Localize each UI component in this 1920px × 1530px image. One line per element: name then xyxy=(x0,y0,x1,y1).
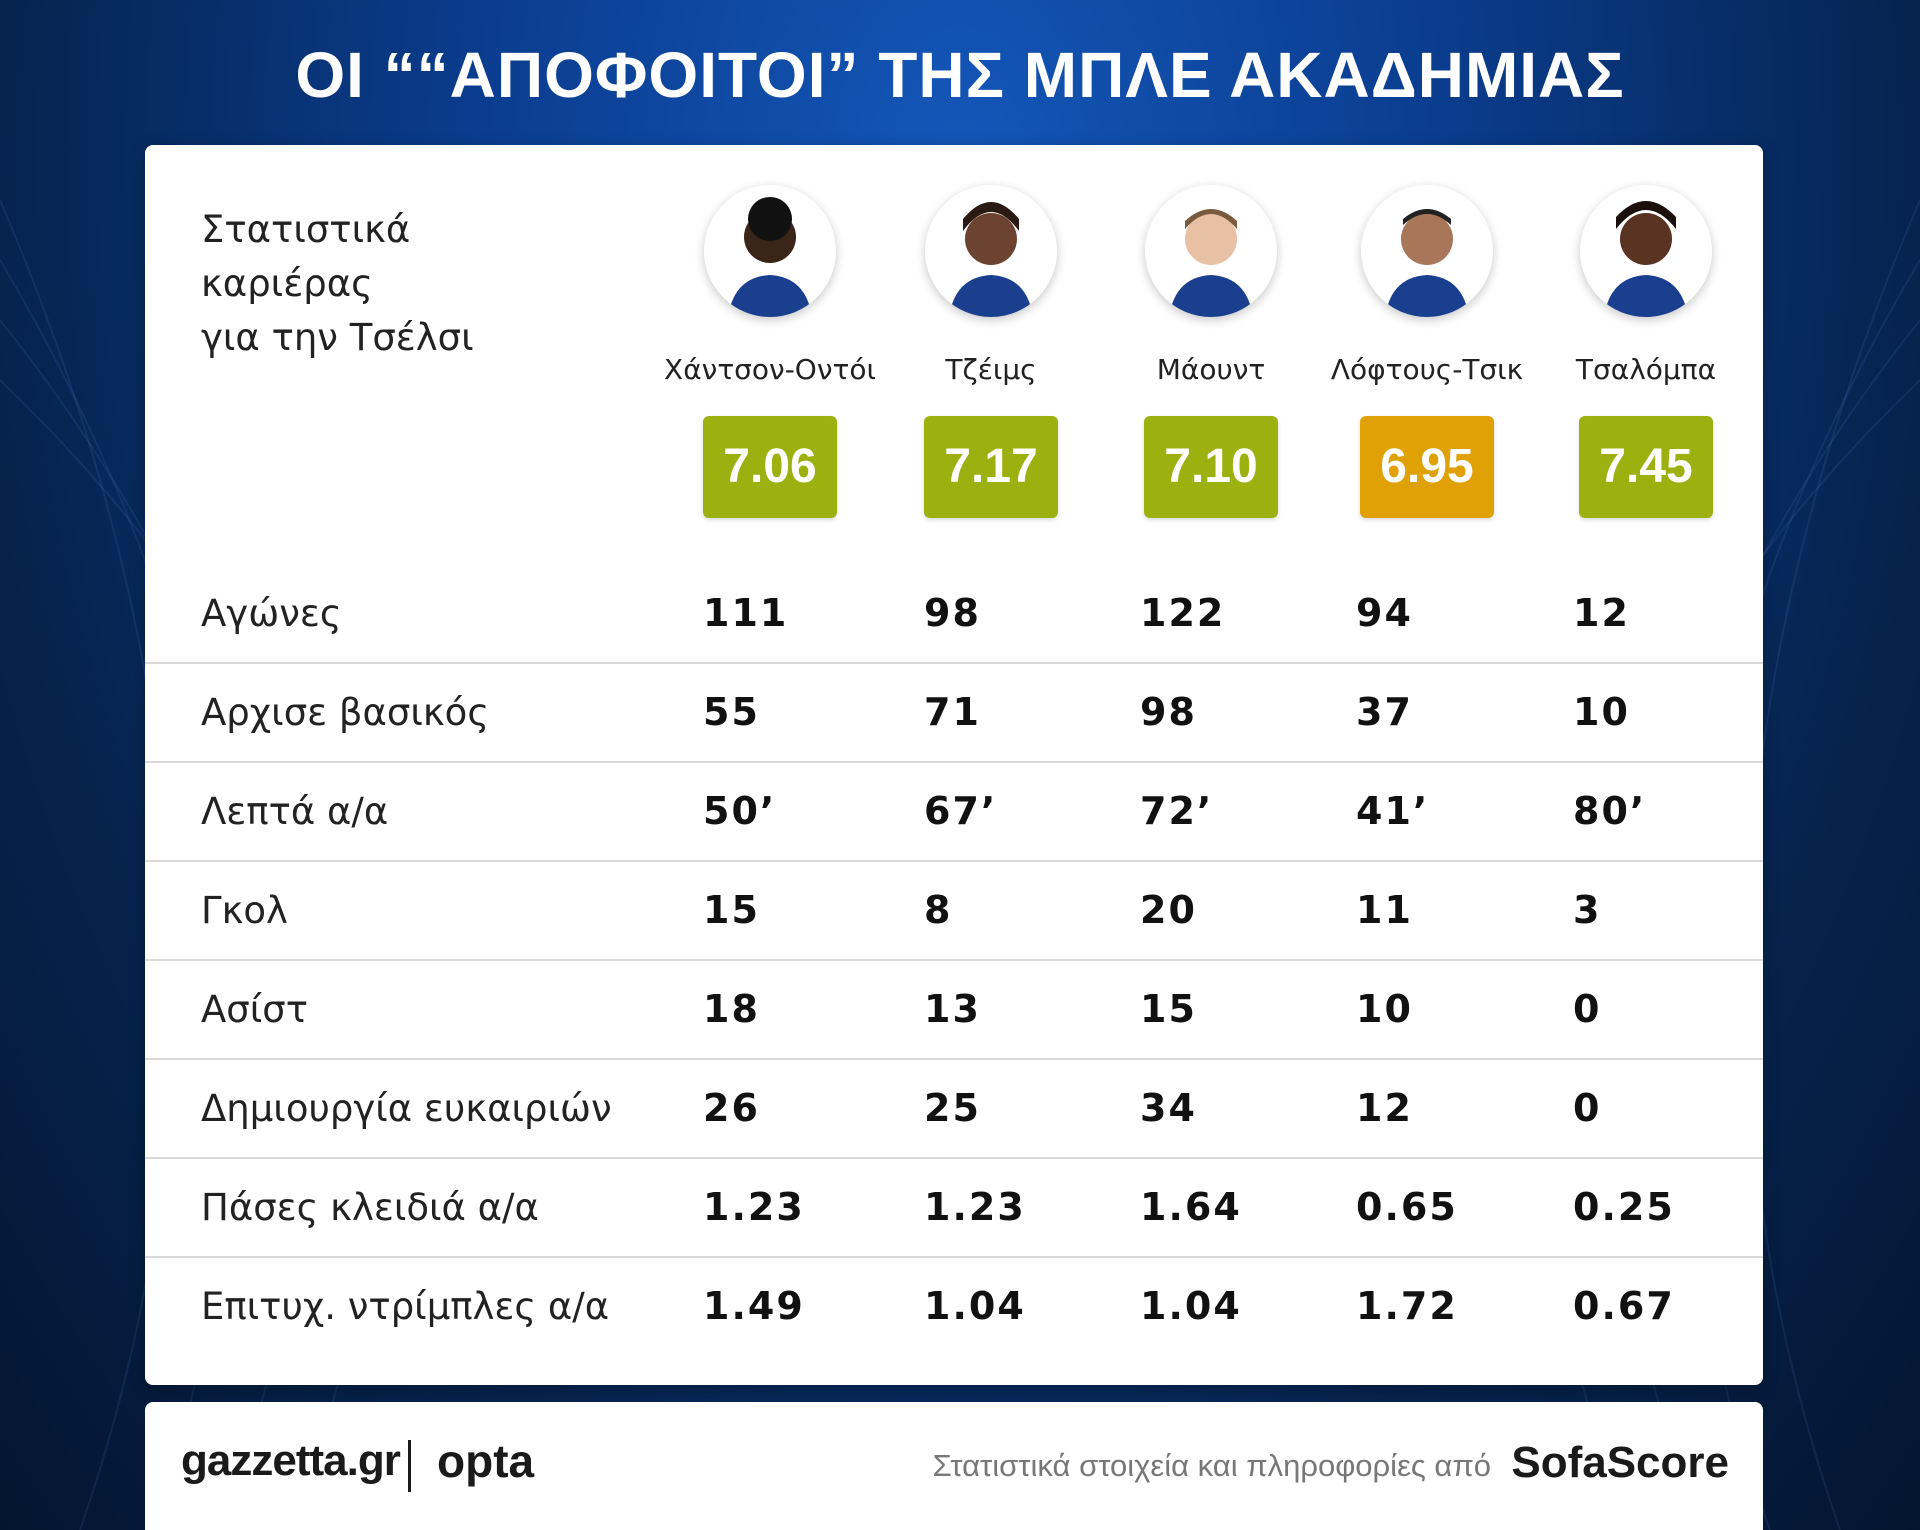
stat-value: 8 xyxy=(924,888,953,932)
stat-value: 98 xyxy=(1140,690,1197,734)
stat-label: Ασίστ xyxy=(201,988,309,1031)
stat-value: 80’ xyxy=(1573,789,1647,833)
stat-value: 3 xyxy=(1573,888,1602,932)
stat-value: 41’ xyxy=(1356,789,1430,833)
player-column: Χάντσον-Οντόι 7.06 xyxy=(660,185,880,518)
stat-value: 18 xyxy=(703,987,760,1031)
player-column: Μάουντ 7.10 xyxy=(1101,185,1321,518)
player-name: Χάντσον-Οντόι xyxy=(664,353,876,386)
stat-value: 1.04 xyxy=(1140,1284,1242,1328)
stat-value: 94 xyxy=(1356,591,1413,635)
player-name: Μάουντ xyxy=(1156,353,1266,386)
stat-value: 72’ xyxy=(1140,789,1214,833)
player-name: Τσαλόμπα xyxy=(1575,353,1717,386)
player-column: Τζέιμς 7.17 xyxy=(881,185,1101,518)
stat-value: 0.25 xyxy=(1573,1185,1675,1229)
stat-value: 1.04 xyxy=(924,1284,1026,1328)
stats-intro: Στατιστικά καριέρας για την Τσέλσι xyxy=(201,203,621,365)
source-credit: Στατιστικά στοιχεία και πληροφορίες από xyxy=(932,1448,1491,1483)
stat-value: 1.49 xyxy=(703,1284,805,1328)
stat-value: 0 xyxy=(1573,987,1602,1031)
player-portrait-icon xyxy=(1145,185,1277,317)
stat-value: 1.23 xyxy=(924,1185,1026,1229)
player-rating-badge: 6.95 xyxy=(1360,416,1494,518)
sofascore-logo: SofaScore xyxy=(1511,1438,1729,1487)
stat-value: 11 xyxy=(1356,888,1413,932)
player-rating-badge: 7.06 xyxy=(703,416,837,518)
players-header: Χάντσον-Οντόι 7.06 Τζέιμς 7.17 Μάουντ 7.… xyxy=(145,185,1763,685)
stat-value: 34 xyxy=(1140,1086,1197,1130)
stat-value: 0.65 xyxy=(1356,1185,1458,1229)
player-portrait-icon xyxy=(1580,185,1712,317)
stat-value: 15 xyxy=(703,888,760,932)
table-row: Δημιουργία ευκαιριών 26 25 34 12 0 xyxy=(145,1060,1763,1159)
table-row: Λεπτά α/α 50’ 67’ 72’ 41’ 80’ xyxy=(145,763,1763,862)
stat-label: Πάσες κλειδιά α/α xyxy=(201,1186,539,1229)
stat-value: 0.67 xyxy=(1573,1284,1675,1328)
player-column: Τσαλόμπα 7.45 xyxy=(1536,185,1756,518)
stat-label: Επιτυχ. ντρίμπλες α/α xyxy=(201,1285,610,1328)
intro-line-2: καριέρας xyxy=(201,262,373,305)
stats-card: Στατιστικά καριέρας για την Τσέλσι Χάντσ… xyxy=(145,145,1763,1385)
stat-value: 122 xyxy=(1140,591,1226,635)
stat-label: Αγώνες xyxy=(201,592,342,635)
opta-logo: opta xyxy=(437,1435,535,1487)
player-rating-badge: 7.45 xyxy=(1579,416,1713,518)
stat-value: 26 xyxy=(703,1086,760,1130)
stat-value: 12 xyxy=(1356,1086,1413,1130)
player-portrait-icon xyxy=(704,185,836,317)
player-rating-badge: 7.17 xyxy=(924,416,1058,518)
stat-value: 25 xyxy=(924,1086,981,1130)
stat-value: 111 xyxy=(703,591,789,635)
stat-value: 20 xyxy=(1140,888,1197,932)
stat-value: 1.64 xyxy=(1140,1185,1242,1229)
stat-value: 1.72 xyxy=(1356,1284,1458,1328)
table-row: Πάσες κλειδιά α/α 1.23 1.23 1.64 0.65 0.… xyxy=(145,1159,1763,1258)
intro-line-1: Στατιστικά xyxy=(201,208,411,251)
footer-bar: gazzetta.gr opta Στατιστικά στοιχεία και… xyxy=(145,1402,1763,1530)
stat-label: Λεπτά α/α xyxy=(201,790,389,833)
stat-value: 13 xyxy=(924,987,981,1031)
stat-value: 98 xyxy=(924,591,981,635)
stat-value: 67’ xyxy=(924,789,998,833)
table-row: Γκολ 15 8 20 11 3 xyxy=(145,862,1763,961)
stat-label: Δημιουργία ευκαιριών xyxy=(201,1087,612,1130)
stat-value: 15 xyxy=(1140,987,1197,1031)
stat-value: 12 xyxy=(1573,591,1630,635)
table-row: Ασίστ 18 13 15 10 0 xyxy=(145,961,1763,1060)
stat-value: 50’ xyxy=(703,789,777,833)
stat-value: 10 xyxy=(1356,987,1413,1031)
stat-value: 1.23 xyxy=(703,1185,805,1229)
stats-table: Αγώνες 111 98 122 94 12 Αρχισε βασικός 5… xyxy=(145,565,1763,1355)
stat-label: Γκολ xyxy=(201,889,288,932)
table-row: Αρχισε βασικός 55 71 98 37 10 xyxy=(145,664,1763,763)
player-portrait-icon xyxy=(925,185,1057,317)
stat-label: Αρχισε βασικός xyxy=(201,691,490,734)
player-name: Τζέιμς xyxy=(945,353,1037,386)
page-title: ΟΙ ““ΑΠΟΦΟΙΤΟΙ” ΤΗΣ ΜΠΛΕ ΑΚΑΔΗΜΙΑΣ xyxy=(295,39,1625,111)
player-rating-badge: 7.10 xyxy=(1144,416,1278,518)
stat-value: 0 xyxy=(1573,1086,1602,1130)
table-row: Αγώνες 111 98 122 94 12 xyxy=(145,565,1763,664)
player-column: Λόφτους-Τσικ 6.95 xyxy=(1317,185,1537,518)
gazzetta-logo: gazzetta.gr xyxy=(181,1436,401,1485)
logo-divider xyxy=(408,1440,411,1492)
player-portrait-icon xyxy=(1361,185,1493,317)
stat-value: 10 xyxy=(1573,690,1630,734)
stat-value: 71 xyxy=(924,690,981,734)
table-row: Επιτυχ. ντρίμπλες α/α 1.49 1.04 1.04 1.7… xyxy=(145,1258,1763,1355)
player-name: Λόφτους-Τσικ xyxy=(1330,353,1524,386)
stat-value: 55 xyxy=(703,690,760,734)
stat-value: 37 xyxy=(1356,690,1413,734)
intro-line-3: για την Τσέλσι xyxy=(201,316,474,359)
